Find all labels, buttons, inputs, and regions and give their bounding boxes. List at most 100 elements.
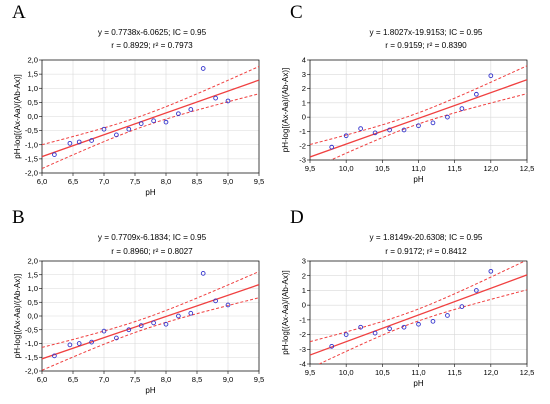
data-point xyxy=(101,126,107,132)
x-tick-label: 12,0 xyxy=(483,368,498,377)
y-axis-label: pH-log[(Ax-Aa)/(Ab-Ax)] xyxy=(281,270,290,354)
chart-panel-b: By = 0.7709x-6.1834; IC = 0.95 r = 0.8960… xyxy=(12,207,264,395)
correlation-stats: r = 0.8960; r² = 0.8027 xyxy=(111,247,193,256)
confidence-band-upper xyxy=(42,66,259,146)
regression-equation: y = 1.8027x-19.9153; IC = 0.95 xyxy=(370,28,483,37)
regression-equation: y = 0.7709x-6.1834; IC = 0.95 xyxy=(98,233,207,242)
data-point xyxy=(358,126,363,131)
confidence-band-upper xyxy=(42,271,259,348)
plot-frame xyxy=(309,59,528,161)
y-tick-label: -3 xyxy=(299,345,306,354)
data-point xyxy=(89,339,94,345)
x-tick-label: 10,5 xyxy=(375,164,390,173)
data-point xyxy=(445,114,450,120)
x-tick-label: 6,0 xyxy=(37,177,48,186)
y-axis-label: pH-log[(Ax-Aa)/(Ab-Ax)] xyxy=(13,74,22,158)
data-point xyxy=(430,120,436,126)
y-tick-label: 4 xyxy=(302,56,306,65)
data-point xyxy=(176,313,181,319)
confidence-band-upper xyxy=(310,261,527,343)
regression-line xyxy=(310,274,527,356)
data-point xyxy=(176,111,181,117)
y-tick-label: -1 xyxy=(299,315,306,324)
x-axis-label: pH xyxy=(413,379,423,388)
y-tick-label: 1 xyxy=(302,286,306,295)
panel-label: B xyxy=(12,207,25,228)
x-tick-label: 12,5 xyxy=(520,368,535,377)
x-tick-label: 9,5 xyxy=(305,164,316,173)
data-point xyxy=(474,91,479,97)
y-tick-label: -2 xyxy=(299,141,306,150)
y-tick-label: 0 xyxy=(302,301,306,310)
data-point xyxy=(488,73,494,79)
data-point xyxy=(114,132,119,138)
data-point xyxy=(387,326,392,332)
data-point xyxy=(138,323,144,328)
data-point xyxy=(52,152,57,157)
y-tick-label: -0,5 xyxy=(25,325,38,334)
x-axis-label: pH xyxy=(145,188,155,197)
panel-label: C xyxy=(290,2,303,23)
x-tick-label: 10,5 xyxy=(375,368,390,377)
data-point xyxy=(459,106,465,111)
y-tick-label: -1,5 xyxy=(25,353,38,362)
y-tick-label: 2,0 xyxy=(27,56,38,65)
data-point xyxy=(401,324,407,330)
y-tick-label: 1 xyxy=(302,98,306,107)
data-point xyxy=(387,127,392,133)
data-point xyxy=(76,341,82,346)
x-tick-label: 9,5 xyxy=(254,375,265,384)
data-point xyxy=(358,324,363,330)
data-point xyxy=(163,119,169,125)
y-tick-label: 0,5 xyxy=(27,98,38,107)
x-tick-label: 9,5 xyxy=(254,177,265,186)
chart-panel-d: Dy = 1.8149x-20.6308; IC = 0.95 r = 0.917… xyxy=(281,207,534,388)
y-tick-label: 3 xyxy=(302,70,306,79)
data-point xyxy=(416,321,421,327)
y-tick-label: 2 xyxy=(302,84,306,93)
y-tick-label: 1,5 xyxy=(27,270,38,279)
correlation-stats: r = 0.9172; r² = 0.8412 xyxy=(385,247,467,256)
data-point xyxy=(114,335,119,341)
y-tick-label: -3 xyxy=(299,156,306,165)
y-tick-label: 3 xyxy=(302,257,306,266)
data-point xyxy=(163,321,169,327)
x-tick-label: 10,0 xyxy=(339,164,354,173)
x-axis-label: pH xyxy=(413,175,423,184)
x-tick-label: 10,0 xyxy=(339,368,354,377)
y-tick-label: -1,0 xyxy=(25,339,38,348)
x-tick-label: 11,0 xyxy=(411,368,425,377)
correlation-stats: r = 0.8929; r² = 0.7973 xyxy=(111,41,193,50)
data-point xyxy=(151,320,156,326)
panel-label: A xyxy=(12,2,26,23)
data-point xyxy=(430,318,436,324)
x-tick-label: 6,0 xyxy=(37,375,48,384)
data-point xyxy=(445,313,450,318)
x-tick-label: 9,5 xyxy=(305,368,316,377)
data-point xyxy=(138,121,144,126)
data-point xyxy=(101,328,107,334)
x-axis-label: pH xyxy=(145,386,155,395)
data-point xyxy=(52,353,57,359)
y-tick-label: -1 xyxy=(299,127,306,136)
plot-content xyxy=(42,271,259,371)
x-tick-label: 6,5 xyxy=(68,177,79,186)
data-point xyxy=(126,327,132,333)
data-point xyxy=(188,310,194,316)
y-tick-label: 2,0 xyxy=(27,257,38,266)
data-point xyxy=(329,343,335,349)
x-tick-label: 11,0 xyxy=(411,164,425,173)
x-tick-label: 7,5 xyxy=(130,375,141,384)
y-tick-label: 1,5 xyxy=(27,70,38,79)
y-tick-label: -4 xyxy=(299,360,306,369)
x-tick-label: 12,5 xyxy=(520,164,535,173)
chart-panel-a: Ay = 0.7738x-6.0625; IC = 0.95 r = 0.8929… xyxy=(12,2,264,197)
x-tick-label: 7,5 xyxy=(130,177,141,186)
y-axis-label: pH-log[(Ax-Aa)/(Ab-Ax)] xyxy=(13,274,22,358)
x-tick-label: 7,0 xyxy=(99,177,110,186)
chart-panel-c: Cy = 1.8027x-19.9153; IC = 0.95 r = 0.915… xyxy=(281,2,534,184)
y-tick-label: -1,5 xyxy=(25,154,38,163)
y-tick-label: -0,5 xyxy=(25,126,38,135)
y-tick-label: -2,0 xyxy=(25,367,38,376)
